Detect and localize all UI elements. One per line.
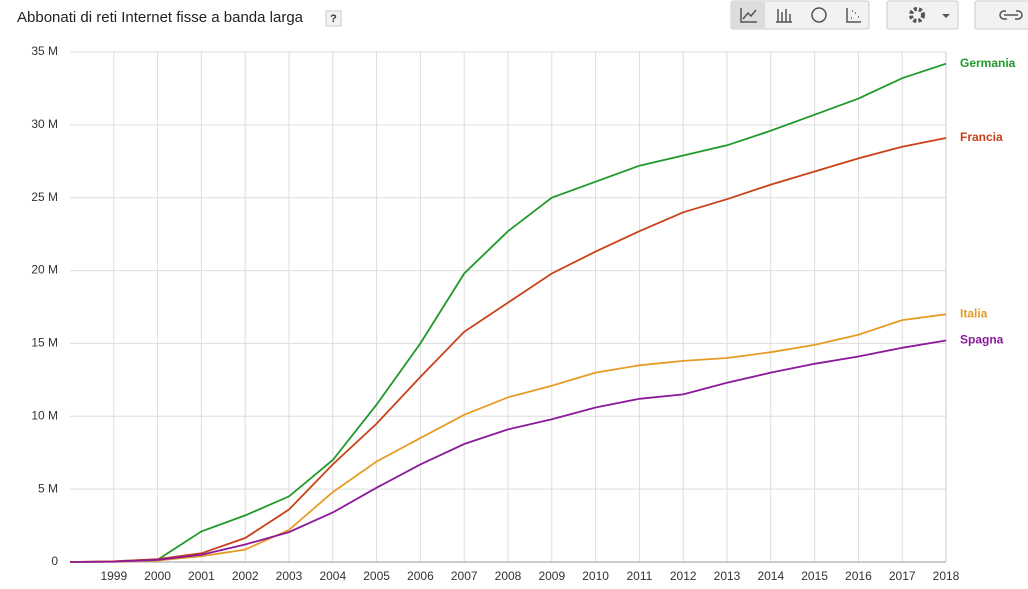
toolbar xyxy=(730,0,1028,30)
link-button[interactable] xyxy=(974,0,1028,30)
bar-chart-button[interactable] xyxy=(776,9,792,23)
x-tick-label: 2006 xyxy=(407,569,434,583)
link-icon[interactable] xyxy=(999,10,1023,20)
series-line xyxy=(69,339,947,563)
x-tick-label: 2013 xyxy=(714,569,741,583)
series-line xyxy=(69,137,947,563)
series-label: Germania xyxy=(960,56,1016,70)
x-tick-label: 2016 xyxy=(845,569,872,583)
x-tick-label: 2004 xyxy=(319,569,346,583)
help-box[interactable] xyxy=(325,10,342,27)
x-tick-label: 2014 xyxy=(757,569,784,583)
x-tick-label: 2009 xyxy=(538,569,565,583)
x-tick-label: 2015 xyxy=(801,569,828,583)
gear-icon[interactable] xyxy=(909,7,925,23)
chart-title: Abbonati di reti Internet fisse a banda … xyxy=(17,9,304,26)
x-tick-label: 2011 xyxy=(626,569,652,583)
x-tick-label: 2002 xyxy=(232,569,259,583)
series-label: Spagna xyxy=(960,333,1004,347)
map-button[interactable] xyxy=(811,7,827,23)
x-tick-label: 2010 xyxy=(582,569,609,583)
x-tick-label: 2012 xyxy=(670,569,697,583)
x-tick-label: 2000 xyxy=(144,569,171,583)
x-tick-label: 1999 xyxy=(100,569,127,583)
x-tick-label: 2001 xyxy=(188,569,215,583)
series-line xyxy=(157,62,947,561)
x-tick-label: 2003 xyxy=(276,569,303,583)
x-tick-label: 2017 xyxy=(889,569,916,583)
y-tick-label: 10 M xyxy=(31,408,58,422)
x-tick-label: 2018 xyxy=(933,569,960,583)
y-tick-label: 5 M xyxy=(38,481,58,495)
line-chart-button[interactable] xyxy=(732,2,765,28)
y-tick-label: 30 M xyxy=(31,117,58,131)
dropdown-arrow[interactable] xyxy=(942,14,950,18)
y-tick-label: 35 M xyxy=(31,44,58,58)
y-tick-label: 15 M xyxy=(31,336,58,350)
x-tick-label: 2008 xyxy=(495,569,522,583)
chart-type-group xyxy=(730,0,870,30)
help-button[interactable]: ? xyxy=(325,10,342,27)
y-tick-label: 20 M xyxy=(31,263,58,277)
line-icon[interactable] xyxy=(740,8,757,23)
series-label: Francia xyxy=(960,130,1003,144)
y-tick-label: 0 xyxy=(51,554,58,568)
help-text[interactable]: ? xyxy=(330,13,337,25)
y-tick-label: 25 M xyxy=(31,190,58,204)
x-tick-label: 2007 xyxy=(451,569,478,583)
series-line xyxy=(69,313,947,563)
series-label: Italia xyxy=(960,306,988,320)
x-tick-label: 2005 xyxy=(363,569,390,583)
scatter-button[interactable] xyxy=(846,8,861,23)
